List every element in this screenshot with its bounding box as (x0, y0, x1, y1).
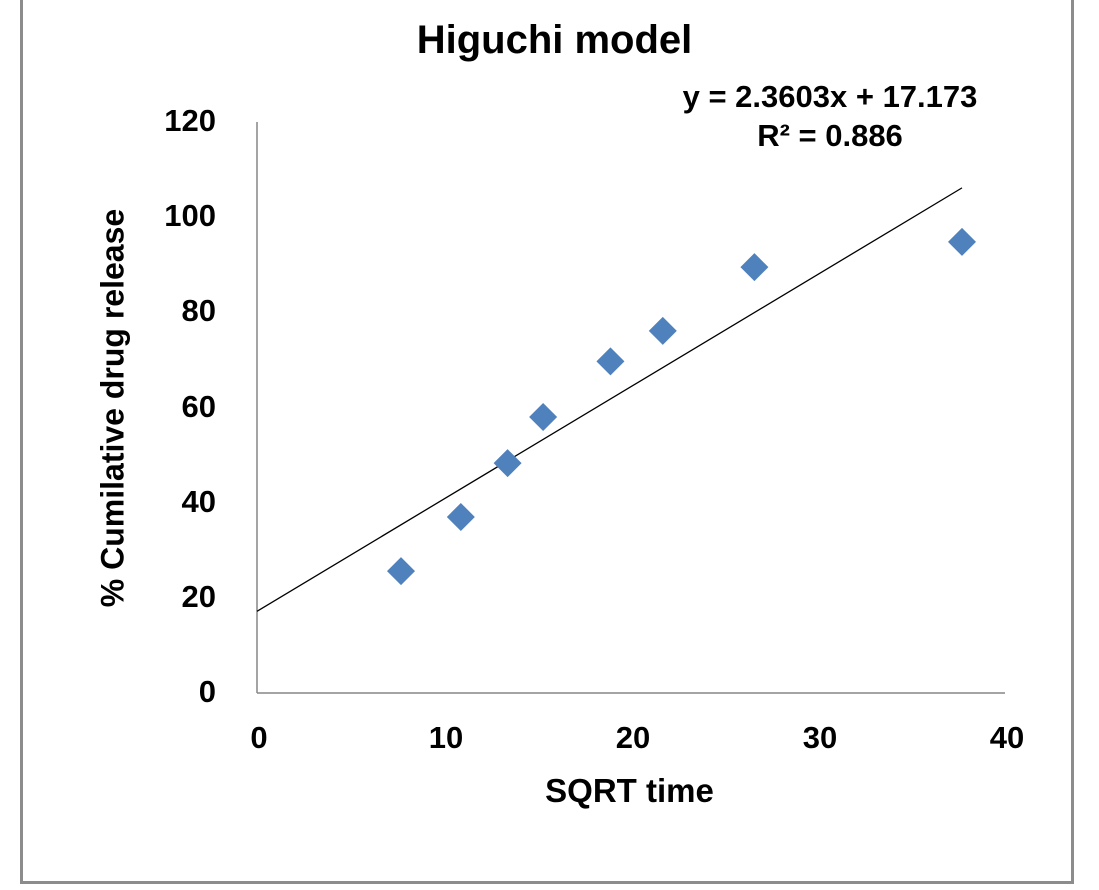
x-tick-label: 30 (802, 720, 838, 755)
data-point-diamond (386, 557, 415, 586)
x-tick-label: 10 (428, 720, 464, 755)
y-tick-label: 20 (181, 578, 216, 614)
y-tick-label: 40 (181, 483, 216, 519)
x-tick-label: 0 (250, 720, 268, 755)
y-tick-label: 60 (181, 388, 216, 424)
trendline-line (256, 187, 963, 612)
x-tick-label: 20 (615, 720, 651, 755)
data-point-diamond (493, 449, 522, 478)
data-point-diamond (596, 347, 625, 376)
trendline-equation: y = 2.3603x + 17.173 (682, 79, 978, 114)
chart-title: Higuchi model (0, 18, 1099, 63)
data-point-diamond (446, 502, 475, 531)
y-tick-label: 120 (164, 103, 216, 138)
x-axis-label: SQRT time (545, 772, 714, 809)
data-point-diamond (947, 227, 976, 256)
chart-frame (20, 0, 1074, 884)
y-tick-label: 80 (181, 293, 216, 329)
data-point-diamond (740, 253, 769, 282)
data-point-diamond (648, 316, 677, 345)
trendline-r-squared: R² = 0.886 (757, 118, 903, 153)
data-points (386, 227, 976, 586)
chart-title-text: Higuchi model (416, 18, 693, 62)
y-tick-label: 100 (164, 198, 216, 234)
y-tick-label: 0 (198, 674, 216, 709)
data-point-diamond (529, 403, 558, 432)
trendline (256, 187, 963, 612)
x-tick-label: 40 (989, 720, 1025, 755)
